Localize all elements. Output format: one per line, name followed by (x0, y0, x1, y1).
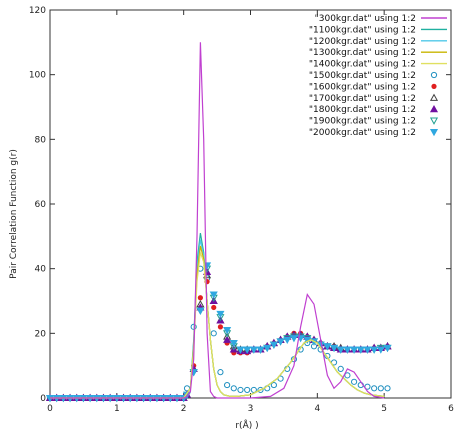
data-point (377, 385, 384, 392)
series-3 (50, 245, 385, 399)
legend-label: "1400kgr.dat" using 1:2 (309, 60, 416, 70)
x-tick-label: 4 (314, 404, 320, 414)
legend-marker-sample (429, 128, 439, 137)
series-line (50, 42, 385, 399)
y-tick-label: 80 (35, 135, 47, 145)
data-point (257, 386, 264, 394)
series-layer (45, 42, 392, 403)
x-tick-label: 1 (114, 404, 120, 414)
data-point (270, 381, 277, 389)
data-point (223, 335, 232, 343)
legend-label: "1800kgr.dat" using 1:2 (309, 105, 416, 115)
legend-label: "1200kgr.dat" using 1:2 (309, 37, 416, 47)
y-tick-label: 0 (40, 394, 46, 404)
series-1 (50, 232, 385, 399)
legend-label: "300kgr.dat" using 1:2 (315, 14, 416, 24)
data-point (363, 346, 372, 354)
series-line (50, 239, 385, 399)
legend-label: "1100kgr.dat" using 1:2 (309, 25, 416, 35)
legend-marker-sample (430, 71, 438, 79)
x-tick-label: 5 (381, 404, 387, 414)
data-point (249, 346, 258, 354)
x-tick-label: 2 (181, 404, 187, 414)
legend-label: "1900kgr.dat" using 1:2 (309, 117, 416, 127)
y-tick-label: 40 (35, 265, 47, 275)
y-tick-label: 60 (35, 200, 47, 210)
data-point (269, 341, 278, 349)
data-point (230, 385, 237, 392)
data-point (211, 304, 217, 311)
data-point (276, 338, 285, 346)
data-point (209, 291, 218, 299)
legend-marker-sample (429, 93, 439, 101)
data-point (224, 381, 231, 389)
data-point (196, 307, 205, 315)
series-0 (50, 42, 385, 399)
y-tick-label: 20 (35, 329, 47, 339)
data-point (383, 344, 392, 353)
data-point (223, 327, 232, 335)
series-7 (45, 270, 392, 402)
y-axis-label: Pair Correlation Function g(r) (9, 149, 19, 279)
series-4 (50, 252, 385, 399)
data-point (350, 378, 358, 385)
x-axis-label: r(Å) ) (235, 419, 258, 431)
series-5 (46, 265, 391, 402)
data-point (217, 324, 224, 330)
legend-label: "1300kgr.dat" using 1:2 (309, 48, 416, 58)
legend-marker-sample (431, 83, 437, 89)
series-line (50, 245, 385, 399)
data-point (343, 346, 352, 354)
x-tick-label: 3 (248, 404, 254, 414)
legend-label: "1500kgr.dat" using 1:2 (309, 71, 416, 81)
data-point (244, 386, 251, 394)
legend-marker-sample (429, 117, 439, 125)
series-2 (50, 239, 385, 399)
data-point (329, 344, 339, 353)
series-8 (45, 267, 392, 402)
legend-label: "2000kgr.dat" using 1:2 (309, 128, 416, 138)
data-point (217, 369, 224, 376)
data-point (256, 346, 265, 354)
data-point (263, 344, 272, 353)
series-6 (47, 279, 391, 401)
data-point (243, 346, 252, 354)
series-line (50, 252, 385, 399)
data-point (371, 385, 378, 392)
data-point (384, 385, 391, 392)
data-point (289, 335, 298, 343)
data-point (356, 346, 365, 354)
legend-label: "1600kgr.dat" using 1:2 (309, 82, 416, 92)
y-tick-label: 120 (29, 6, 46, 16)
legend-label: "1700kgr.dat" using 1:2 (309, 94, 416, 104)
legend-marker-sample (429, 104, 439, 113)
data-point (216, 310, 225, 319)
data-point (229, 339, 238, 348)
y-tick-label: 100 (29, 71, 46, 81)
data-point (283, 336, 292, 345)
data-point (236, 346, 245, 354)
data-point (376, 346, 385, 354)
series-line (50, 232, 385, 399)
data-point (237, 386, 244, 394)
x-tick-label: 6 (448, 404, 454, 414)
data-point (344, 372, 351, 379)
data-point (336, 346, 345, 354)
data-point (350, 346, 359, 354)
data-point (337, 365, 344, 372)
data-point (197, 295, 203, 301)
data-point (323, 343, 332, 351)
x-tick-label: 0 (47, 404, 53, 414)
data-point (370, 346, 379, 354)
series-10 (45, 262, 392, 403)
data-point (210, 330, 217, 337)
legend: "300kgr.dat" using 1:2"1100kgr.dat" usin… (309, 14, 447, 138)
series-9 (45, 265, 392, 403)
